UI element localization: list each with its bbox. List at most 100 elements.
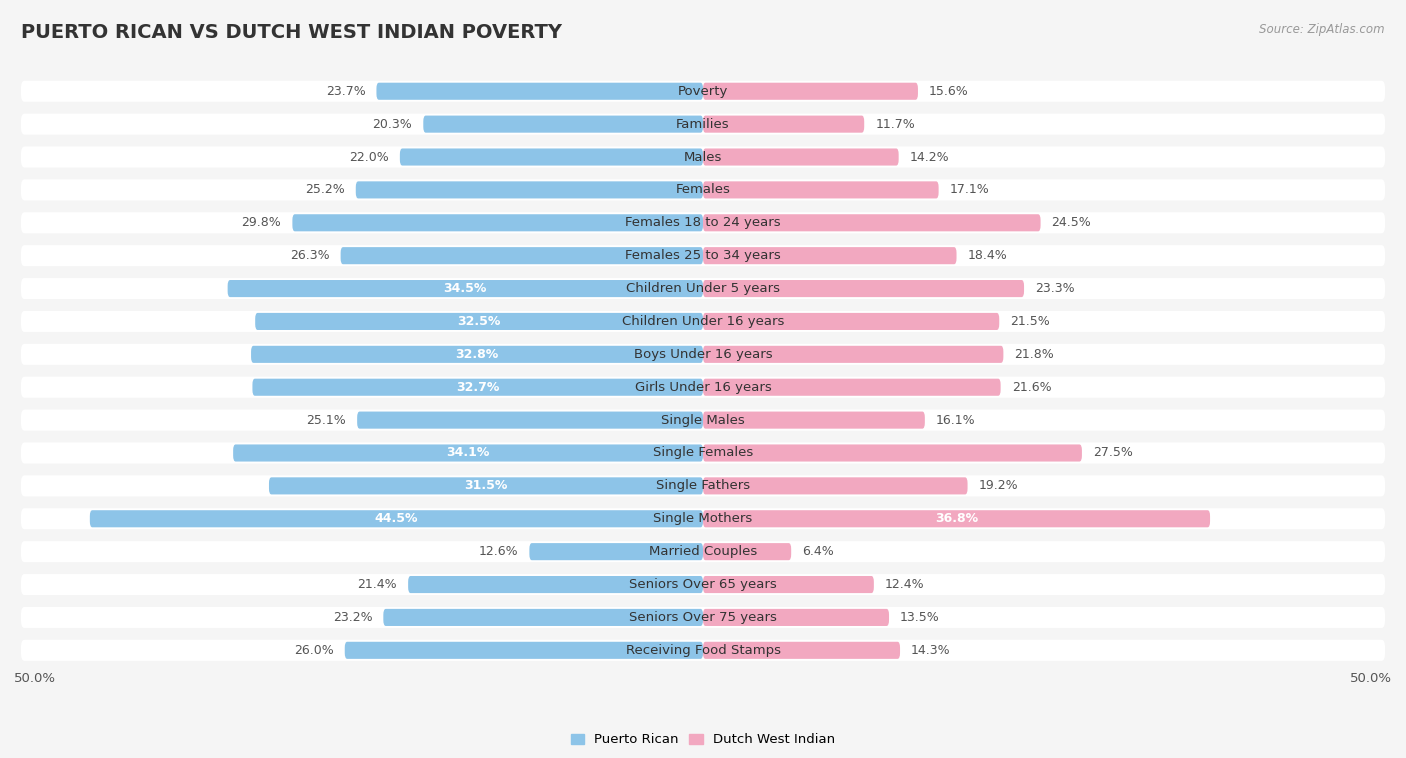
Text: 14.2%: 14.2%	[910, 151, 949, 164]
Text: 31.5%: 31.5%	[464, 479, 508, 493]
Text: 18.4%: 18.4%	[967, 249, 1007, 262]
FancyBboxPatch shape	[21, 80, 1385, 102]
FancyBboxPatch shape	[703, 115, 865, 133]
Text: 17.1%: 17.1%	[949, 183, 990, 196]
FancyBboxPatch shape	[703, 510, 1211, 528]
Text: 25.1%: 25.1%	[307, 414, 346, 427]
Text: 16.1%: 16.1%	[936, 414, 976, 427]
FancyBboxPatch shape	[703, 543, 792, 560]
FancyBboxPatch shape	[703, 642, 900, 659]
FancyBboxPatch shape	[21, 541, 1385, 562]
Text: Single Males: Single Males	[661, 414, 745, 427]
Text: Source: ZipAtlas.com: Source: ZipAtlas.com	[1260, 23, 1385, 36]
Text: 23.7%: 23.7%	[326, 85, 366, 98]
FancyBboxPatch shape	[21, 344, 1385, 365]
FancyBboxPatch shape	[90, 510, 703, 528]
Text: Poverty: Poverty	[678, 85, 728, 98]
FancyBboxPatch shape	[356, 181, 703, 199]
FancyBboxPatch shape	[703, 609, 889, 626]
Text: Boys Under 16 years: Boys Under 16 years	[634, 348, 772, 361]
Text: Single Fathers: Single Fathers	[657, 479, 749, 493]
Text: 14.3%: 14.3%	[911, 644, 950, 657]
FancyBboxPatch shape	[703, 215, 1040, 231]
FancyBboxPatch shape	[703, 412, 925, 429]
FancyBboxPatch shape	[21, 574, 1385, 595]
FancyBboxPatch shape	[21, 640, 1385, 661]
Text: Families: Families	[676, 117, 730, 130]
FancyBboxPatch shape	[703, 313, 1000, 330]
Text: 12.4%: 12.4%	[884, 578, 925, 591]
Text: 15.6%: 15.6%	[929, 85, 969, 98]
Text: 21.8%: 21.8%	[1014, 348, 1054, 361]
Text: 44.5%: 44.5%	[374, 512, 418, 525]
FancyBboxPatch shape	[703, 181, 939, 199]
Text: Married Couples: Married Couples	[650, 545, 756, 558]
Text: 19.2%: 19.2%	[979, 479, 1018, 493]
FancyBboxPatch shape	[703, 83, 918, 100]
Text: 22.0%: 22.0%	[349, 151, 389, 164]
FancyBboxPatch shape	[292, 215, 703, 231]
Text: Children Under 5 years: Children Under 5 years	[626, 282, 780, 295]
Text: Seniors Over 65 years: Seniors Over 65 years	[628, 578, 778, 591]
FancyBboxPatch shape	[384, 609, 703, 626]
Text: Females 25 to 34 years: Females 25 to 34 years	[626, 249, 780, 262]
FancyBboxPatch shape	[21, 607, 1385, 628]
Text: 50.0%: 50.0%	[14, 672, 56, 684]
FancyBboxPatch shape	[703, 576, 875, 593]
FancyBboxPatch shape	[233, 444, 703, 462]
Text: 23.3%: 23.3%	[1035, 282, 1074, 295]
Text: Single Females: Single Females	[652, 446, 754, 459]
Text: 24.5%: 24.5%	[1052, 216, 1091, 229]
FancyBboxPatch shape	[21, 509, 1385, 529]
Text: 11.7%: 11.7%	[875, 117, 915, 130]
Text: 21.6%: 21.6%	[1012, 381, 1052, 393]
FancyBboxPatch shape	[21, 409, 1385, 431]
FancyBboxPatch shape	[21, 180, 1385, 200]
Legend: Puerto Rican, Dutch West Indian: Puerto Rican, Dutch West Indian	[565, 728, 841, 751]
FancyBboxPatch shape	[357, 412, 703, 429]
FancyBboxPatch shape	[423, 115, 703, 133]
Text: PUERTO RICAN VS DUTCH WEST INDIAN POVERTY: PUERTO RICAN VS DUTCH WEST INDIAN POVERT…	[21, 23, 562, 42]
Text: Males: Males	[683, 151, 723, 164]
FancyBboxPatch shape	[21, 311, 1385, 332]
Text: 21.5%: 21.5%	[1011, 315, 1050, 328]
FancyBboxPatch shape	[340, 247, 703, 265]
FancyBboxPatch shape	[703, 247, 956, 265]
FancyBboxPatch shape	[252, 346, 703, 363]
FancyBboxPatch shape	[269, 478, 703, 494]
FancyBboxPatch shape	[408, 576, 703, 593]
Text: 26.0%: 26.0%	[294, 644, 333, 657]
FancyBboxPatch shape	[21, 212, 1385, 233]
FancyBboxPatch shape	[703, 478, 967, 494]
FancyBboxPatch shape	[21, 146, 1385, 168]
FancyBboxPatch shape	[21, 278, 1385, 299]
Text: 23.2%: 23.2%	[333, 611, 373, 624]
FancyBboxPatch shape	[254, 313, 703, 330]
Text: 34.5%: 34.5%	[444, 282, 486, 295]
FancyBboxPatch shape	[703, 444, 1083, 462]
FancyBboxPatch shape	[21, 245, 1385, 266]
Text: Single Mothers: Single Mothers	[654, 512, 752, 525]
Text: Seniors Over 75 years: Seniors Over 75 years	[628, 611, 778, 624]
FancyBboxPatch shape	[703, 346, 1004, 363]
Text: Receiving Food Stamps: Receiving Food Stamps	[626, 644, 780, 657]
Text: 32.8%: 32.8%	[456, 348, 499, 361]
Text: 36.8%: 36.8%	[935, 512, 979, 525]
Text: Children Under 16 years: Children Under 16 years	[621, 315, 785, 328]
Text: 12.6%: 12.6%	[478, 545, 519, 558]
FancyBboxPatch shape	[253, 379, 703, 396]
Text: Girls Under 16 years: Girls Under 16 years	[634, 381, 772, 393]
Text: 32.5%: 32.5%	[457, 315, 501, 328]
Text: Females 18 to 24 years: Females 18 to 24 years	[626, 216, 780, 229]
FancyBboxPatch shape	[530, 543, 703, 560]
Text: 50.0%: 50.0%	[1350, 672, 1392, 684]
Text: 20.3%: 20.3%	[373, 117, 412, 130]
Text: 21.4%: 21.4%	[357, 578, 396, 591]
FancyBboxPatch shape	[21, 443, 1385, 464]
FancyBboxPatch shape	[21, 114, 1385, 135]
Text: 27.5%: 27.5%	[1092, 446, 1133, 459]
FancyBboxPatch shape	[703, 149, 898, 165]
Text: 29.8%: 29.8%	[242, 216, 281, 229]
FancyBboxPatch shape	[703, 280, 1024, 297]
FancyBboxPatch shape	[228, 280, 703, 297]
